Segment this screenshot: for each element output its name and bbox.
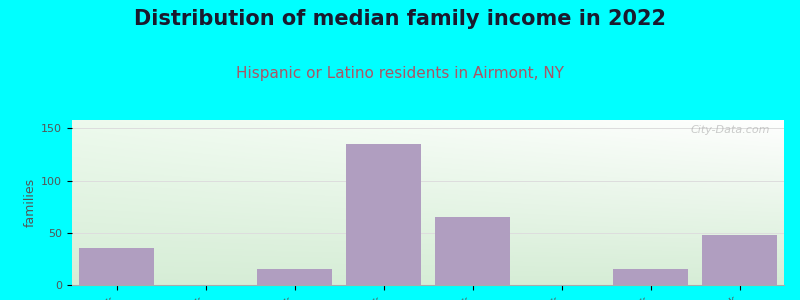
Bar [702, 235, 778, 285]
Bar [78, 248, 154, 285]
Bar [257, 269, 332, 285]
Y-axis label: families: families [24, 178, 37, 227]
Bar [434, 217, 510, 285]
Text: City-Data.com: City-Data.com [690, 125, 770, 135]
Bar [613, 269, 688, 285]
Bar [346, 144, 422, 285]
Text: Distribution of median family income in 2022: Distribution of median family income in … [134, 9, 666, 29]
Text: Hispanic or Latino residents in Airmont, NY: Hispanic or Latino residents in Airmont,… [236, 66, 564, 81]
